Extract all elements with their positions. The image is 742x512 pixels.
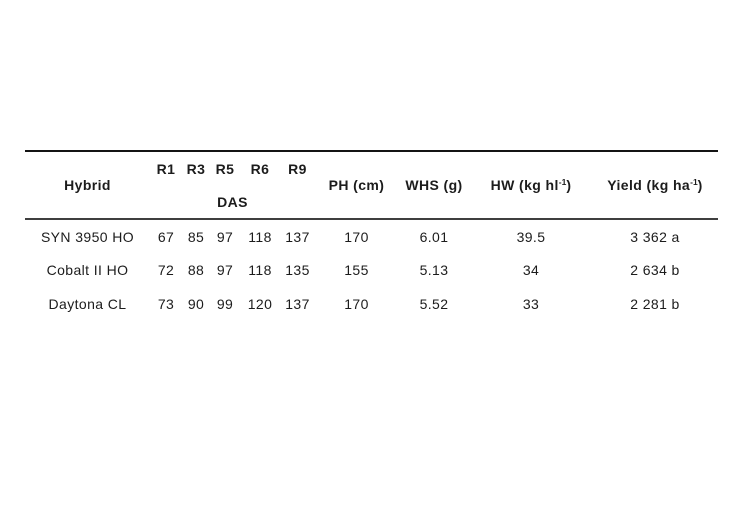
cell-hybrid: Cobalt II HO: [46, 262, 129, 278]
cell-ph: 170: [344, 296, 369, 312]
cell-hybrid: SYN 3950 HO: [25, 218, 150, 253]
cell-r3: 90: [187, 296, 205, 312]
cell-r1: 73: [157, 296, 175, 312]
cell-hw: 39.5: [470, 218, 592, 253]
cell-r5: 97: [210, 218, 240, 253]
col-header-r5: R5: [215, 160, 235, 177]
col-header-hybrid: Hybrid: [64, 177, 111, 193]
cell-yield: 2 281 b: [630, 296, 680, 312]
header-yield-text: Yield (kg ha: [607, 177, 691, 193]
cell-r9: 137: [280, 218, 315, 253]
table-row: Daytona CL 73 90 99 120 137 170 5.52 33 …: [25, 287, 718, 321]
col-header-r3: R3: [186, 160, 206, 177]
hybrid-results-table: Hybrid R1 R3 R5 R6 R9 PH (cm) WHS (g) HW…: [25, 150, 718, 321]
cell-ph: 155: [344, 262, 369, 278]
header-row-stages: Hybrid R1 R3 R5 R6 R9 PH (cm) WHS (g) HW…: [25, 151, 718, 194]
cell-r5: 99: [216, 296, 234, 312]
cell-yield: 2 634 b: [630, 262, 680, 278]
cell-yield: 3 362 a: [592, 218, 718, 253]
cell-hybrid: Daytona CL: [48, 296, 127, 312]
cell-r3: 88: [187, 262, 205, 278]
col-header-hw: HW (kg hl-1): [470, 151, 592, 219]
cell-r9: 135: [285, 262, 310, 278]
col-header-ph: PH (cm): [328, 177, 385, 193]
header-yield-close-paren: ): [697, 177, 703, 193]
cell-r3: 85: [182, 218, 210, 253]
cell-ph: 170: [315, 218, 398, 253]
col-header-whs: WHS (g): [405, 177, 463, 193]
cell-r1: 72: [157, 262, 175, 278]
table-row: SYN 3950 HO 67 85 97 118 137 170 6.01 39…: [25, 218, 718, 253]
cell-r5: 97: [216, 262, 234, 278]
cell-r6: 118: [240, 218, 280, 253]
cell-r9: 137: [285, 296, 310, 312]
cell-hw: 34: [522, 262, 540, 278]
cell-r6: 118: [248, 262, 272, 278]
col-header-das: DAS: [217, 193, 248, 210]
col-header-r9: R9: [288, 160, 307, 177]
col-header-yield: Yield (kg ha-1): [592, 151, 718, 219]
table-row: Cobalt II HO 72 88 97 118 135 155 5.13 3…: [25, 253, 718, 287]
cell-whs: 5.52: [419, 296, 449, 312]
cell-r6: 120: [247, 296, 273, 312]
table-body: SYN 3950 HO 67 85 97 118 137 170 6.01 39…: [25, 218, 718, 321]
header-hw-close-paren: ): [566, 177, 572, 193]
header-yield-superscript: -1: [690, 177, 698, 187]
cell-r1: 67: [150, 218, 182, 253]
header-hw-superscript: -1: [558, 177, 567, 187]
col-header-r1: R1: [156, 160, 176, 177]
header-row-das: DAS: [25, 185, 718, 219]
cell-whs: 6.01: [398, 218, 470, 253]
header-hw-text: HW (kg hl: [490, 177, 559, 193]
table-header: Hybrid R1 R3 R5 R6 R9 PH (cm) WHS (g) HW…: [25, 151, 718, 219]
cell-whs: 5.13: [419, 262, 449, 278]
cell-hw: 33: [522, 296, 540, 312]
col-header-r6: R6: [250, 160, 270, 177]
